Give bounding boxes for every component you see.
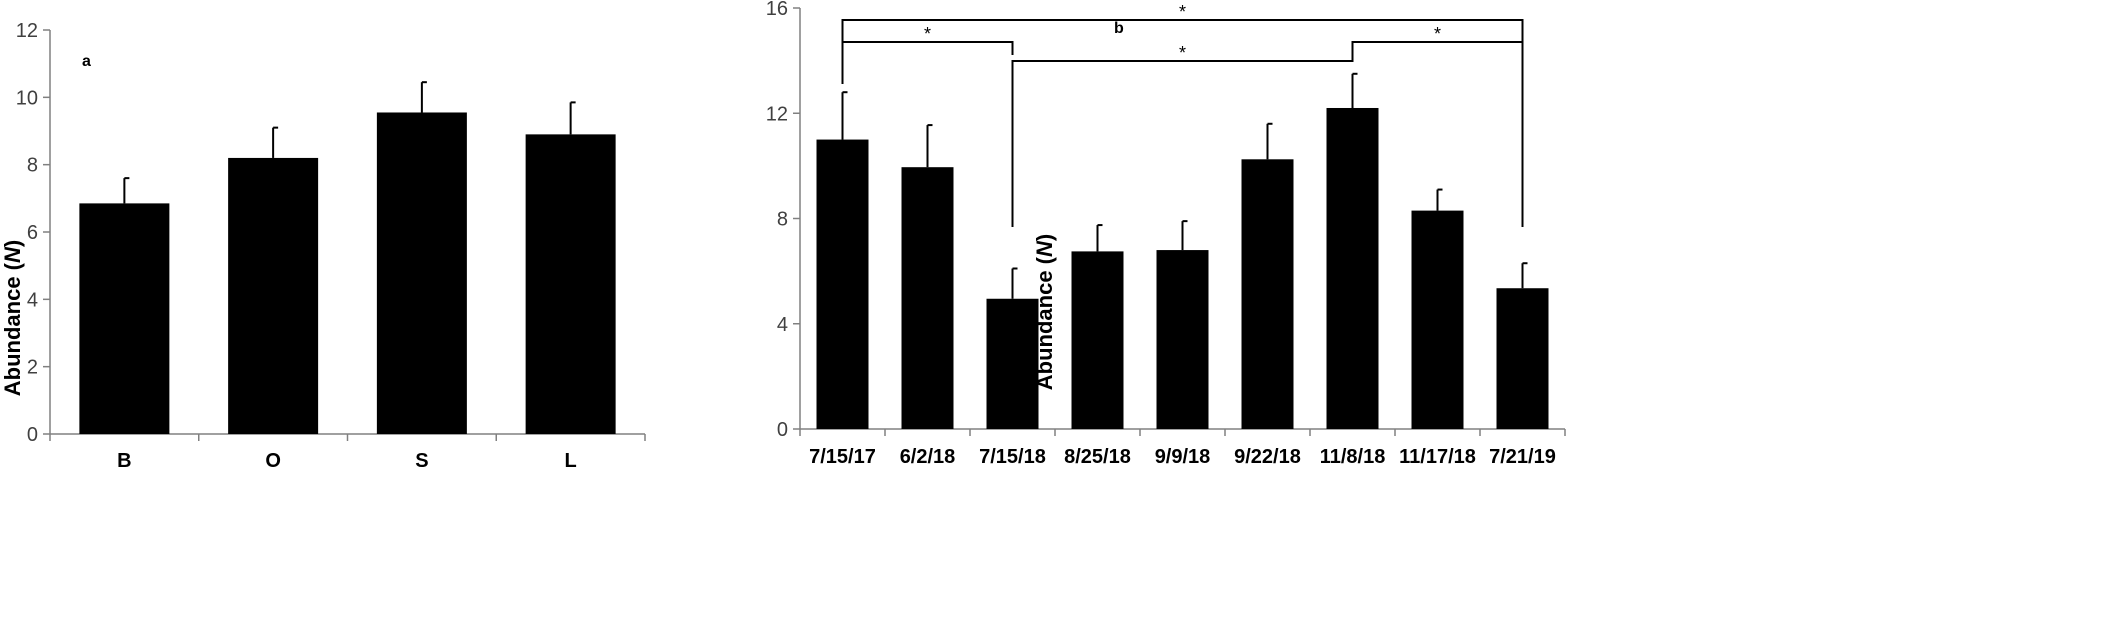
x-category-label: 11/8/18 <box>1320 446 1386 468</box>
bar <box>1326 107 1379 430</box>
bar <box>228 157 319 434</box>
y-axis-label-a-italic: N <box>0 246 25 263</box>
bar <box>1411 210 1464 429</box>
y-axis-label-b-suffix: ) <box>1032 234 1057 241</box>
x-category-label: B <box>117 450 131 472</box>
y-tick-label: 12 <box>16 20 38 42</box>
x-category-label: 9/22/18 <box>1234 446 1301 468</box>
y-axis-label-a-prefix: Abundance ( <box>0 262 25 396</box>
bar <box>1071 251 1124 429</box>
bar <box>1241 159 1294 429</box>
significance-bracket <box>1011 42 1354 227</box>
significance-star: * <box>1179 2 1186 22</box>
x-category-label: 6/2/18 <box>900 446 956 468</box>
y-tick-label: 2 <box>27 357 38 379</box>
y-tick-label: 12 <box>766 103 788 125</box>
x-category-label: 8/25/18 <box>1064 446 1131 468</box>
bar <box>376 112 467 434</box>
x-category-label: L <box>565 450 577 472</box>
y-tick-label: 8 <box>27 155 38 177</box>
significance-star: * <box>1179 43 1186 63</box>
significance-bracket <box>1351 41 1524 227</box>
y-tick-label: 0 <box>27 424 38 446</box>
bar <box>986 298 1039 429</box>
significance-star: * <box>924 24 931 44</box>
y-tick-label: 0 <box>777 419 788 441</box>
y-tick-label: 4 <box>777 314 788 336</box>
chart-panel-a: a Abundance (N) 0 2 4 6 8 10 12 B O S L <box>0 20 646 472</box>
y-axis-label-a-suffix: ) <box>0 240 25 247</box>
y-tick-label: 4 <box>27 289 38 311</box>
panel-label-b: b <box>1114 20 1124 37</box>
bar <box>816 139 869 429</box>
bar <box>1496 288 1549 429</box>
y-axis-label-a: Abundance (N) <box>0 240 25 396</box>
x-category-label: 7/21/19 <box>1489 446 1556 468</box>
x-category-label: 7/15/18 <box>979 446 1046 468</box>
bar <box>1156 250 1209 429</box>
bar <box>79 203 170 434</box>
bar <box>525 134 616 434</box>
panel-label-a: a <box>82 53 91 70</box>
y-tick-label: 8 <box>777 209 788 231</box>
y-axis-label-b-italic: N <box>1032 240 1057 257</box>
significance-star: * <box>1434 24 1441 44</box>
x-category-label: 11/17/18 <box>1399 446 1476 468</box>
y-tick-label: 16 <box>766 0 788 20</box>
x-category-label: O <box>265 450 281 472</box>
x-category-label: S <box>415 450 428 472</box>
bar <box>901 167 954 430</box>
x-category-label: 9/9/18 <box>1155 446 1211 468</box>
y-tick-label: 10 <box>16 87 38 109</box>
x-category-label: 7/15/17 <box>809 446 876 468</box>
significance-bracket <box>841 41 1014 84</box>
y-tick-label: 6 <box>27 222 38 244</box>
